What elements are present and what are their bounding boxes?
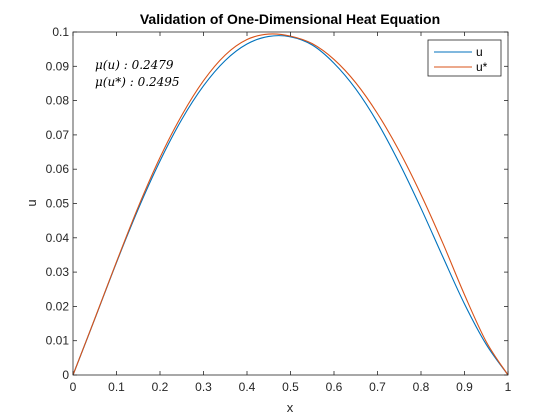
y-tick-label: 0.01 (46, 334, 70, 348)
legend-box (427, 39, 502, 77)
y-axis-label: u (24, 199, 39, 206)
series-line-u (72, 35, 509, 376)
legend-entry-u-star: u* (476, 60, 488, 74)
chart-title: Validation of One-Dimensional Heat Equat… (140, 11, 440, 27)
series-layer (72, 33, 509, 376)
y-tick-label: 0.05 (46, 197, 70, 211)
y-tick-label: 0.07 (46, 128, 70, 142)
legend-entry-u: u (476, 45, 483, 59)
x-tick-label: 0.8 (413, 380, 430, 394)
x-tick-label: 0.2 (152, 380, 169, 394)
y-tick-label: 0.04 (46, 231, 70, 245)
x-tick-label: 0.1 (108, 380, 125, 394)
x-tick-label: 0.5 (282, 380, 299, 394)
y-tick-label: 0.08 (46, 94, 70, 108)
y-tick-label: 0.1 (52, 25, 69, 39)
series-line-u-star (72, 33, 509, 376)
x-tick-label: 0.4 (239, 380, 256, 394)
x-tick-label: 0 (70, 380, 77, 394)
legend: u u* (427, 39, 502, 77)
y-tick-label: 0 (62, 368, 69, 382)
x-tick-label: 0.6 (326, 380, 343, 394)
x-tick-label: 0.9 (456, 380, 473, 394)
annotation-mean-u: μ(u) : 0.2479 (95, 58, 174, 72)
y-tick-label: 0.09 (46, 59, 70, 73)
annotation-mean-u-star: μ(u*) : 0.2495 (95, 75, 180, 89)
x-tick-label: 0.3 (195, 380, 212, 394)
y-tick-label: 0.06 (46, 162, 70, 176)
plot-frame (72, 31, 509, 376)
ticks-layer: 0 0.1 0.2 0.3 0.4 0.5 0.6 0.7 0.8 0.9 1 0 0.01 0.02 0.… (46, 25, 512, 394)
x-tick-label: 1 (505, 380, 512, 394)
x-tick-label: 0.7 (369, 380, 386, 394)
plot-area (73, 32, 508, 375)
y-tick-label: 0.03 (46, 265, 70, 279)
y-tick-label: 0.02 (46, 299, 70, 313)
x-axis-label: x (287, 400, 294, 415)
